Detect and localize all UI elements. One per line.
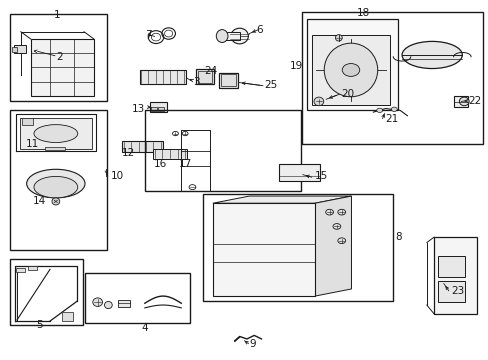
Bar [151,108,157,111]
Bar [45,147,64,150]
Ellipse shape [376,108,382,112]
Ellipse shape [52,198,60,205]
Bar [278,163,319,181]
Bar [212,203,314,296]
Ellipse shape [34,125,78,143]
Ellipse shape [34,176,78,198]
Text: 21: 21 [385,114,398,124]
Text: 13: 13 [131,104,144,113]
Text: 10: 10 [111,171,123,181]
Ellipse shape [27,169,85,198]
Bar [198,71,212,83]
Ellipse shape [313,97,323,106]
Polygon shape [314,196,351,296]
Bar [10,258,83,325]
Bar [433,237,476,314]
Bar [222,32,239,40]
Text: 15: 15 [314,171,327,181]
Text: 1: 1 [54,10,61,19]
Bar [437,256,464,277]
Bar [453,96,467,107]
Ellipse shape [335,35,342,41]
Bar [85,273,189,323]
Bar [30,39,94,96]
Ellipse shape [216,30,227,42]
Ellipse shape [230,28,248,44]
Bar [28,266,37,270]
Bar [12,47,17,52]
Text: 4: 4 [141,323,148,333]
Text: 24: 24 [203,66,217,76]
Text: 3: 3 [193,77,200,87]
Bar [301,12,482,144]
Text: 17: 17 [179,159,192,169]
Bar [311,35,389,105]
Bar [10,111,107,249]
Text: 22: 22 [467,96,480,107]
Ellipse shape [458,97,468,106]
Text: 25: 25 [264,80,277,90]
Bar [203,194,392,301]
Text: 12: 12 [122,148,135,158]
Bar [22,118,32,125]
Text: 18: 18 [356,8,369,18]
Ellipse shape [401,41,461,68]
Text: 16: 16 [153,159,166,169]
Text: 23: 23 [450,286,464,296]
Bar [306,19,397,111]
Ellipse shape [390,107,396,111]
Text: 5: 5 [36,320,42,330]
Bar [118,300,130,307]
Bar [10,14,107,102]
Text: 2: 2 [56,52,63,62]
Bar [221,74,235,86]
Ellipse shape [342,64,359,76]
Bar [20,118,92,149]
Bar [14,45,26,53]
Ellipse shape [104,301,112,309]
Bar [62,312,73,321]
Bar [122,141,163,152]
Ellipse shape [324,43,377,97]
Bar [158,108,163,111]
Bar [145,110,300,192]
Polygon shape [212,196,351,203]
Bar [196,69,214,84]
Bar [219,73,237,88]
Bar [153,149,187,158]
Ellipse shape [93,298,102,306]
Text: 9: 9 [249,339,255,348]
Text: 14: 14 [33,197,46,206]
Text: 20: 20 [341,89,354,99]
Bar [149,102,166,112]
Bar [16,268,25,272]
Text: 11: 11 [26,139,39,149]
Text: 7: 7 [145,30,152,40]
Bar [437,282,464,302]
Text: 8: 8 [394,232,401,242]
Text: 6: 6 [255,25,262,35]
Bar [140,70,186,84]
Text: 19: 19 [289,61,302,71]
